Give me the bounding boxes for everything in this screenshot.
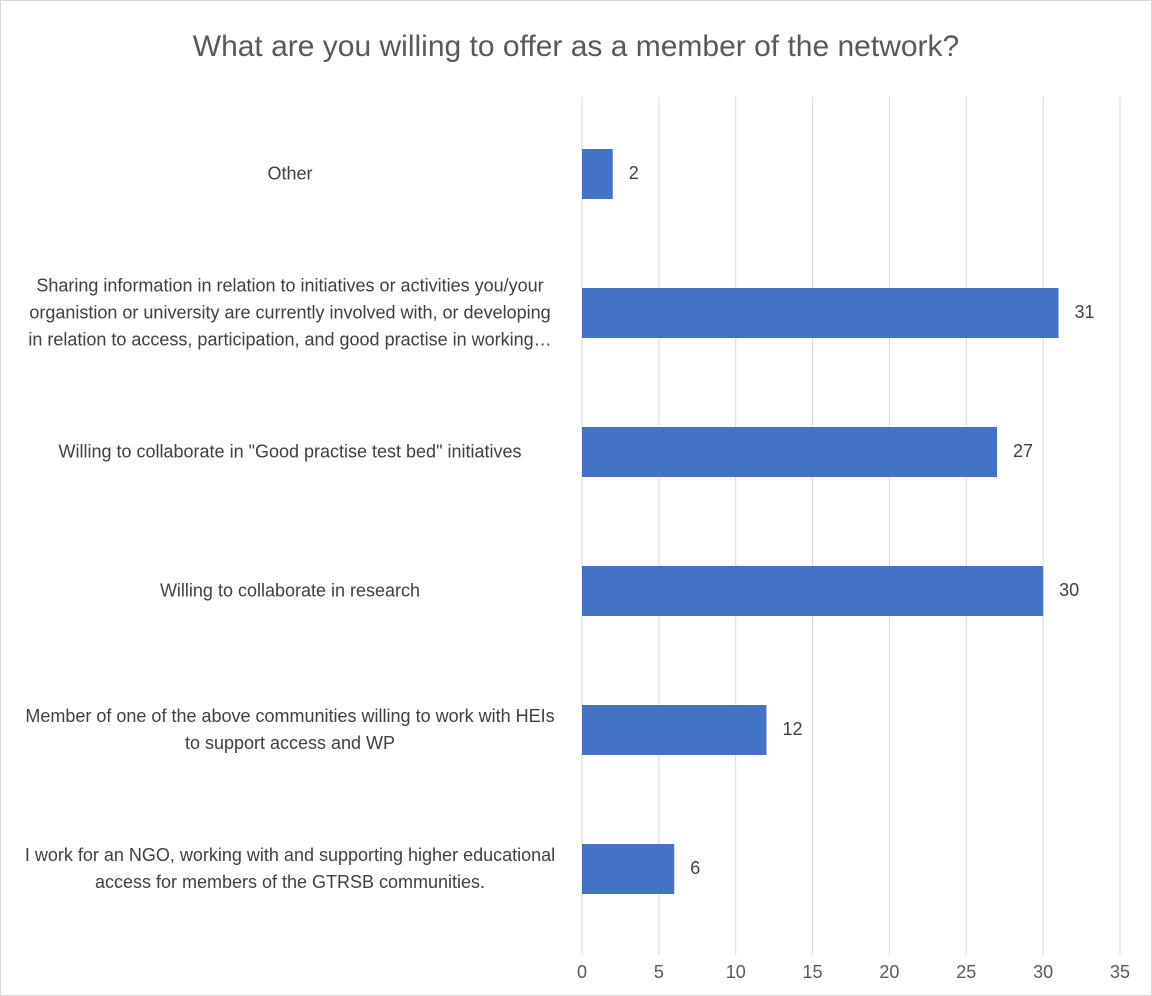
x-tick-label: 10 — [726, 962, 746, 982]
bar — [582, 427, 998, 477]
bar — [582, 288, 1059, 338]
data-label: 2 — [629, 163, 639, 183]
x-tick-label: 15 — [803, 962, 823, 982]
data-label: 27 — [1013, 441, 1033, 461]
category-label: Member of one of the above communities w… — [25, 706, 555, 753]
bar — [582, 705, 767, 755]
x-tick-label: 30 — [1033, 962, 1053, 982]
data-label: 6 — [690, 858, 700, 878]
bar — [582, 844, 675, 894]
category-label: I work for an NGO, working with and supp… — [24, 845, 556, 892]
category-label: Other — [267, 163, 313, 184]
x-tick-label: 5 — [654, 962, 664, 982]
category-label: Sharing information in relation to initi… — [28, 275, 552, 350]
data-label: 31 — [1075, 302, 1095, 322]
category-label: Willing to collaborate in "Good practise… — [58, 441, 522, 462]
x-tick-label: 35 — [1110, 962, 1130, 982]
category-label: Willing to collaborate in research — [159, 580, 421, 601]
x-tick-label: 0 — [577, 962, 587, 982]
x-tick-label: 20 — [879, 962, 899, 982]
bar — [582, 149, 613, 199]
data-label: 30 — [1059, 580, 1079, 600]
bar — [582, 566, 1044, 616]
x-tick-label: 25 — [956, 962, 976, 982]
data-label: 12 — [782, 719, 802, 739]
chart-title: What are you willing to offer as a membe… — [192, 30, 960, 63]
